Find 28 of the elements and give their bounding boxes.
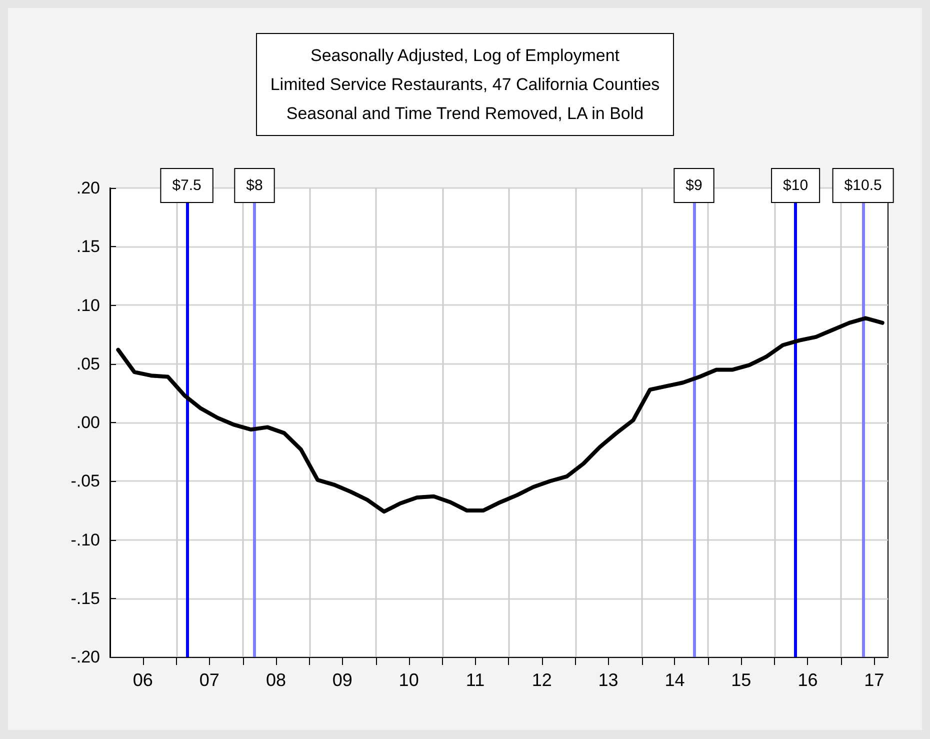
y-tick-label: -.20 [70, 648, 100, 666]
line-series [116, 316, 884, 514]
x-tick-label: 16 [798, 670, 818, 690]
y-tick-label: .10 [76, 296, 100, 315]
x-tick-label: 15 [731, 670, 752, 690]
x-tick-label: 09 [332, 670, 352, 690]
x-tick-label: 17 [864, 670, 884, 690]
ref-line-label: $8 [246, 177, 263, 194]
x-tick-label: 14 [664, 670, 685, 690]
y-tick-label: .00 [76, 413, 100, 432]
y-tick-label: .05 [76, 354, 100, 374]
x-tick-label: 10 [398, 670, 419, 690]
y-tick-label: .15 [76, 237, 100, 256]
x-tick-label: 12 [532, 670, 552, 690]
x-tick-label: 08 [266, 670, 286, 690]
y-tick-label: -.10 [70, 530, 100, 550]
ref-line-label: $9 [686, 177, 702, 194]
ref-line-label: $10 [783, 177, 808, 194]
ref-line-label: $7.5 [172, 177, 202, 194]
x-tick-label: 06 [132, 670, 153, 690]
ref-line-label: $10.5 [844, 177, 882, 194]
x-tick-label: 07 [199, 670, 220, 690]
y-tick-label: -.05 [70, 472, 100, 491]
y-tick-label: .20 [76, 178, 100, 198]
x-tick-label: 13 [598, 670, 618, 690]
x-tick-label: 11 [466, 670, 485, 690]
y-tick-label: -.15 [70, 588, 100, 608]
chart-title: Seasonally Adjusted, Log of Employment Limited Service Restaurants, 47 California Counties Seasonal and Time Trend Removed, LA in Bold [270, 46, 660, 123]
